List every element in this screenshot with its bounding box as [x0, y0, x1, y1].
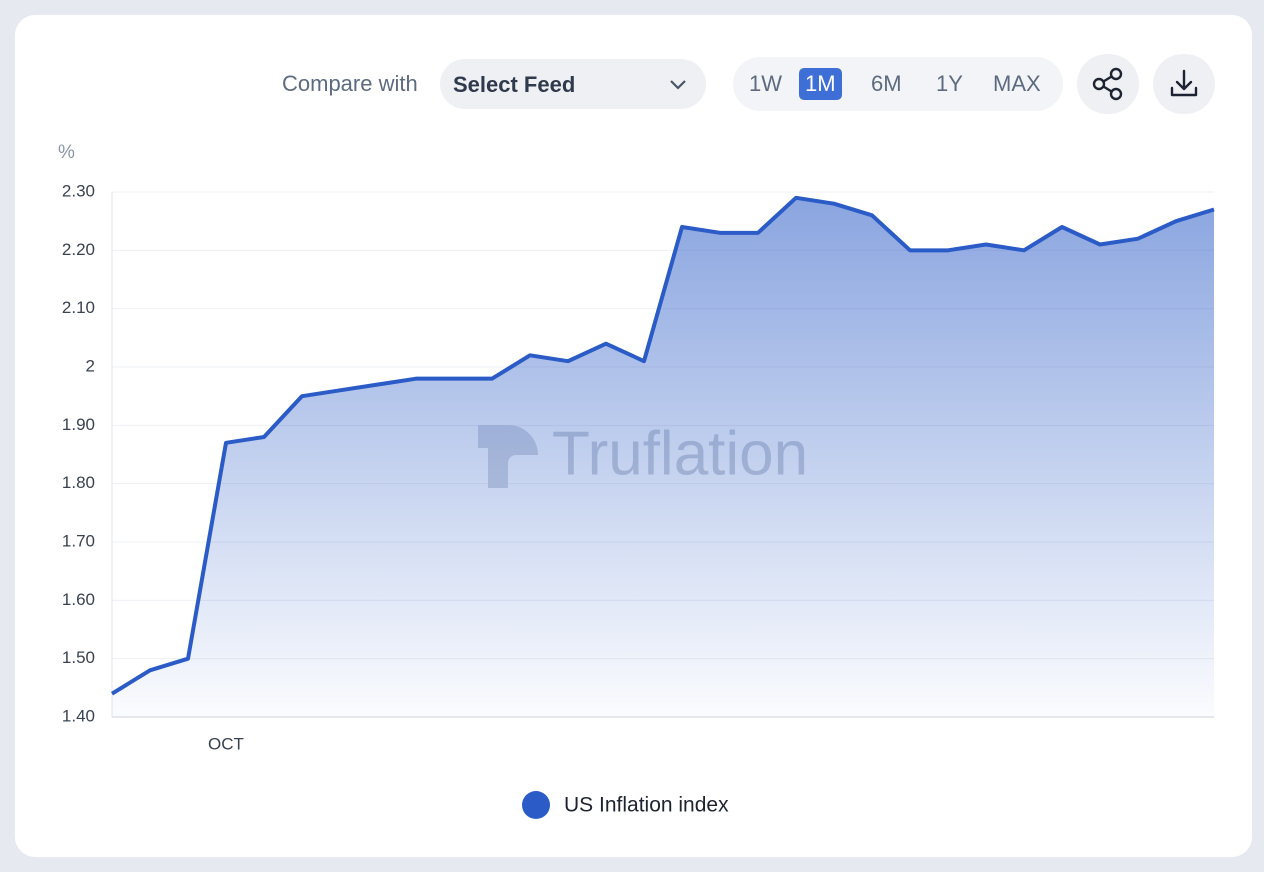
y-tick-label: 1.40 — [62, 706, 95, 725]
legend-swatch — [522, 791, 550, 819]
range-button[interactable]: 1Y — [936, 71, 963, 96]
share-icon — [1092, 67, 1123, 101]
y-axis-label: % — [58, 142, 75, 163]
feed-select[interactable]: Select Feed — [440, 59, 706, 109]
y-tick-label: 2.10 — [62, 298, 95, 317]
legend-label: US Inflation index — [564, 794, 729, 817]
y-tick-label: 2 — [86, 356, 95, 375]
y-tick-label: 1.60 — [62, 590, 95, 609]
line — [110, 195, 1215, 696]
compare-label: Compare with — [282, 71, 418, 96]
range-group: 1W 1M 6M 1Y MAX — [733, 57, 1063, 111]
y-tick-label: 1.70 — [62, 531, 95, 550]
range-button[interactable]: MAX — [993, 71, 1041, 96]
feed-select-text: Select Feed — [453, 72, 576, 97]
y-tick-label: 1.90 — [62, 415, 95, 434]
y-tick-label: 1.80 — [62, 473, 95, 492]
share-button[interactable] — [1077, 54, 1139, 114]
y-tick-label: 2.30 — [62, 181, 95, 200]
y-tick-label: 2.20 — [62, 240, 95, 259]
range-button[interactable]: 6M — [871, 71, 902, 96]
chevron — [670, 80, 686, 90]
range-button[interactable]: 1W — [749, 71, 782, 96]
x-tick-label: OCT — [208, 734, 244, 753]
area — [112, 197, 1214, 718]
download-icon — [1170, 69, 1198, 97]
y-tick-label: 1.50 — [62, 648, 95, 667]
range-button[interactable]: 1M — [799, 68, 842, 100]
download-button[interactable] — [1153, 54, 1215, 114]
